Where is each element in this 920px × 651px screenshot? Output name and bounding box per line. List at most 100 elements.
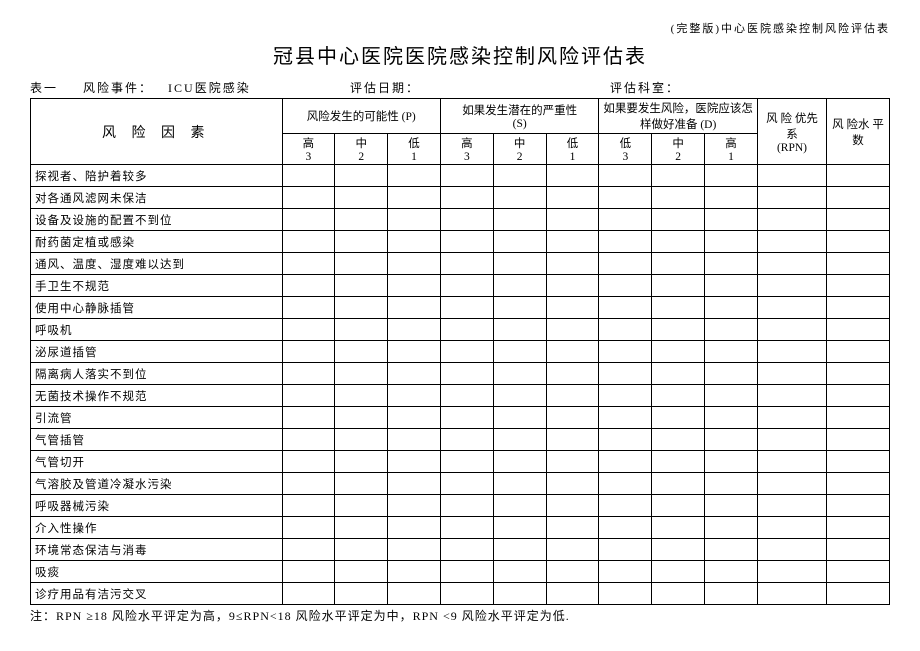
footnote: 注：RPN ≥18 风险水平评定为高，9≤RPN<18 风险水平评定为中，RPN… bbox=[30, 607, 890, 624]
empty-cell bbox=[546, 429, 599, 451]
factor-cell: 气管插管 bbox=[31, 429, 283, 451]
empty-cell bbox=[757, 385, 826, 407]
empty-cell bbox=[388, 561, 441, 583]
empty-cell bbox=[388, 275, 441, 297]
empty-cell bbox=[757, 407, 826, 429]
table-row: 环境常态保洁与消毒 bbox=[31, 539, 890, 561]
empty-cell bbox=[705, 253, 758, 275]
table-row: 手卫生不规范 bbox=[31, 275, 890, 297]
empty-cell bbox=[282, 583, 335, 605]
empty-cell bbox=[282, 517, 335, 539]
table-no: 表一 bbox=[30, 81, 58, 95]
empty-cell bbox=[493, 407, 546, 429]
empty-cell bbox=[705, 209, 758, 231]
empty-cell bbox=[757, 451, 826, 473]
empty-cell bbox=[493, 187, 546, 209]
table-row: 隔离病人落实不到位 bbox=[31, 363, 890, 385]
empty-cell bbox=[335, 429, 388, 451]
empty-cell bbox=[546, 407, 599, 429]
empty-cell bbox=[652, 275, 705, 297]
empty-cell bbox=[757, 539, 826, 561]
d-mid: 中 2 bbox=[652, 134, 705, 165]
empty-cell bbox=[705, 561, 758, 583]
table-row: 探视者、陪护着较多 bbox=[31, 165, 890, 187]
empty-cell bbox=[440, 231, 493, 253]
empty-cell bbox=[705, 363, 758, 385]
table-row: 介入性操作 bbox=[31, 517, 890, 539]
factor-cell: 气管切开 bbox=[31, 451, 283, 473]
col-factor: 风 险 因 素 bbox=[31, 99, 283, 165]
empty-cell bbox=[493, 583, 546, 605]
empty-cell bbox=[282, 561, 335, 583]
empty-cell bbox=[827, 407, 890, 429]
empty-cell bbox=[757, 429, 826, 451]
empty-cell bbox=[652, 385, 705, 407]
factor-cell: 泌尿道插管 bbox=[31, 341, 283, 363]
empty-cell bbox=[705, 473, 758, 495]
empty-cell bbox=[440, 363, 493, 385]
table-row: 使用中心静脉插管 bbox=[31, 297, 890, 319]
meta-row: 表一 风险事件： ICU医院感染 评估日期： 评估科室： bbox=[30, 79, 890, 96]
empty-cell bbox=[388, 517, 441, 539]
page-title: 冠县中心医院医院感染控制风险评估表 bbox=[30, 40, 890, 69]
empty-cell bbox=[440, 319, 493, 341]
empty-cell bbox=[440, 165, 493, 187]
empty-cell bbox=[652, 451, 705, 473]
empty-cell bbox=[757, 319, 826, 341]
empty-cell bbox=[335, 539, 388, 561]
empty-cell bbox=[705, 231, 758, 253]
header-note: (完整版)中心医院感染控制风险评估表 bbox=[30, 20, 890, 36]
factor-cell: 使用中心静脉插管 bbox=[31, 297, 283, 319]
risk-table: 风 险 因 素 风险发生的可能性 (P) 如果发生潜在的严重性 (S) 如果要发… bbox=[30, 98, 890, 605]
empty-cell bbox=[546, 297, 599, 319]
empty-cell bbox=[757, 275, 826, 297]
empty-cell bbox=[493, 253, 546, 275]
empty-cell bbox=[546, 319, 599, 341]
empty-cell bbox=[705, 319, 758, 341]
empty-cell bbox=[827, 429, 890, 451]
empty-cell bbox=[440, 407, 493, 429]
empty-cell bbox=[705, 539, 758, 561]
empty-cell bbox=[705, 385, 758, 407]
empty-cell bbox=[335, 561, 388, 583]
empty-cell bbox=[335, 517, 388, 539]
empty-cell bbox=[757, 363, 826, 385]
empty-cell bbox=[827, 209, 890, 231]
empty-cell bbox=[705, 495, 758, 517]
factor-cell: 诊疗用品有洁污交叉 bbox=[31, 583, 283, 605]
empty-cell bbox=[599, 583, 652, 605]
empty-cell bbox=[493, 319, 546, 341]
factor-cell: 呼吸器械污染 bbox=[31, 495, 283, 517]
empty-cell bbox=[440, 209, 493, 231]
empty-cell bbox=[652, 473, 705, 495]
factor-cell: 通风、温度、湿度难以达到 bbox=[31, 253, 283, 275]
empty-cell bbox=[652, 319, 705, 341]
empty-cell bbox=[546, 451, 599, 473]
empty-cell bbox=[388, 429, 441, 451]
empty-cell bbox=[599, 187, 652, 209]
factor-cell: 呼吸机 bbox=[31, 319, 283, 341]
empty-cell bbox=[335, 451, 388, 473]
empty-cell bbox=[440, 473, 493, 495]
empty-cell bbox=[440, 341, 493, 363]
table-row: 引流管 bbox=[31, 407, 890, 429]
empty-cell bbox=[757, 561, 826, 583]
empty-cell bbox=[827, 517, 890, 539]
empty-cell bbox=[827, 341, 890, 363]
factor-cell: 手卫生不规范 bbox=[31, 275, 283, 297]
empty-cell bbox=[652, 231, 705, 253]
col-d: 如果要发生风险，医院应该怎样做好准备 (D) bbox=[599, 99, 757, 134]
empty-cell bbox=[388, 451, 441, 473]
empty-cell bbox=[652, 297, 705, 319]
empty-cell bbox=[827, 583, 890, 605]
empty-cell bbox=[546, 473, 599, 495]
empty-cell bbox=[335, 363, 388, 385]
empty-cell bbox=[652, 429, 705, 451]
col-level: 风 险水 平 数 bbox=[827, 99, 890, 165]
empty-cell bbox=[388, 583, 441, 605]
empty-cell bbox=[335, 385, 388, 407]
col-s: 如果发生潜在的严重性 (S) bbox=[440, 99, 598, 134]
empty-cell bbox=[705, 429, 758, 451]
empty-cell bbox=[652, 583, 705, 605]
col-p: 风险发生的可能性 (P) bbox=[282, 99, 440, 134]
